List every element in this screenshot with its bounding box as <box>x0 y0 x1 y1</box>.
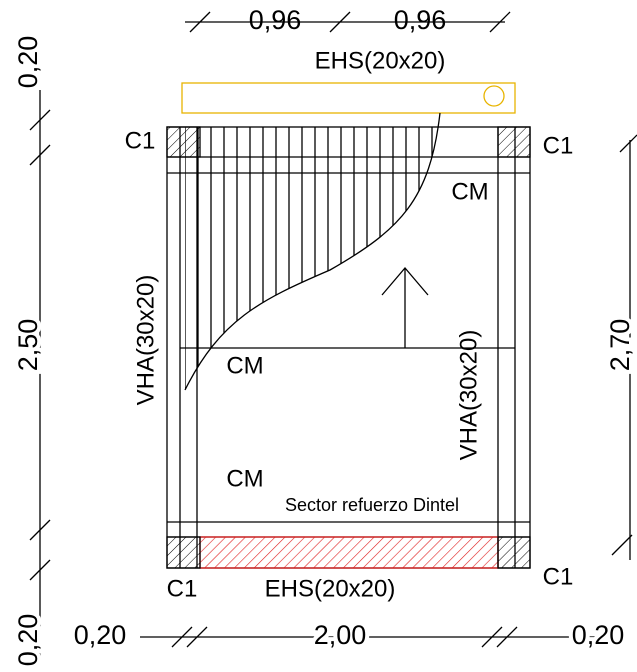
beam-label: EHS(20x20) <box>315 47 446 74</box>
column-label: C1 <box>167 575 198 602</box>
column <box>497 536 531 569</box>
door-hatch <box>185 113 433 390</box>
column-label: C1 <box>543 132 574 159</box>
dim-top: 0,96 <box>394 5 447 35</box>
dim-right: 2,70 <box>605 319 635 372</box>
dim-bottom: 2,00 <box>314 620 367 650</box>
ring-beam-label: CM <box>451 178 488 205</box>
ring-beam-label: CM <box>226 465 263 492</box>
column <box>166 126 201 158</box>
labels: 0,96 0,96 EHS(20x20) C1 C1 C1 C1 CM CM C… <box>9 5 637 670</box>
top-beam <box>181 82 516 114</box>
dim-bottom: 0,20 <box>572 620 625 650</box>
lintel <box>199 536 499 569</box>
beam-mark <box>483 85 505 107</box>
wall-label: VHA(30x20) <box>132 275 159 406</box>
column <box>497 126 531 158</box>
column <box>166 536 201 569</box>
dimension-lines <box>29 11 637 660</box>
dim-top: 0,96 <box>249 5 302 35</box>
column-label: C1 <box>543 563 574 590</box>
dim-left: 2,50 <box>13 319 43 372</box>
beam-label: EHS(20x20) <box>265 575 396 602</box>
dim-bottom: 0,20 <box>74 620 127 650</box>
column-label: C1 <box>125 127 156 154</box>
wall-label: VHA(30x20) <box>455 330 482 461</box>
note: Sector refuerzo Dintel <box>285 495 459 515</box>
dim-left: 0,20 <box>13 614 43 667</box>
dim-left: 0,20 <box>13 36 43 89</box>
ring-beam-label: CM <box>226 352 263 379</box>
